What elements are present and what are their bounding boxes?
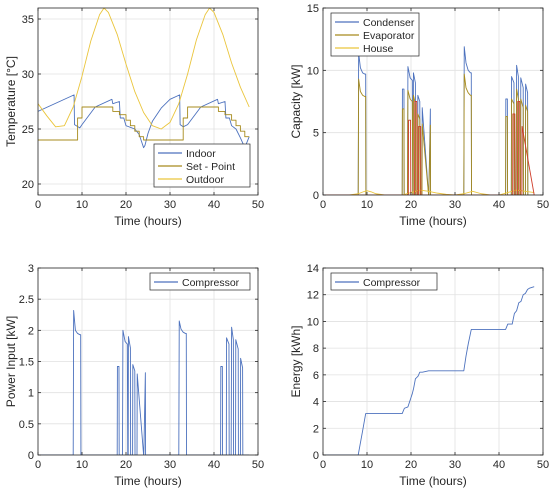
chart-panel-4: 0 10 20 30 40 50 0 2 4 6 8 10 12 14 Time (hours) Energy… bbox=[289, 263, 549, 488]
y-tick-label: 4 bbox=[313, 397, 319, 409]
x-tick-label: 30 bbox=[164, 459, 176, 471]
series-outdoor-line bbox=[38, 8, 250, 130]
y-tick-label: 0 bbox=[28, 450, 34, 462]
legend-label: Evaporator bbox=[363, 30, 415, 42]
x-tick-label: 0 bbox=[320, 199, 326, 211]
x-tick-label: 50 bbox=[252, 459, 264, 471]
y-tick-label: 2 bbox=[313, 423, 319, 435]
legend-label: Compressor bbox=[182, 277, 240, 289]
y-tick-label: 5 bbox=[313, 128, 319, 140]
y-tick-label: 30 bbox=[22, 69, 34, 81]
x-tick-label: 0 bbox=[35, 199, 41, 211]
legend-label: Compressor bbox=[363, 277, 421, 289]
x-tick-label: 50 bbox=[252, 199, 264, 211]
series-indoor-line bbox=[38, 94, 250, 149]
y-axis-label: Energy [kWh] bbox=[289, 325, 303, 397]
x-tick-label: 20 bbox=[405, 459, 417, 471]
legend-label: House bbox=[363, 43, 394, 55]
y-tick-label: 14 bbox=[307, 263, 319, 275]
y-tick-label: 2.5 bbox=[19, 294, 34, 306]
y-tick-label: 0 bbox=[313, 190, 319, 202]
legend-box bbox=[330, 272, 438, 291]
y-tick-label: 6 bbox=[313, 370, 319, 382]
y-tick-label: 1 bbox=[28, 388, 34, 400]
series-compressor-line bbox=[38, 309, 250, 455]
y-tick-label: 8 bbox=[313, 343, 319, 355]
axes-box bbox=[322, 7, 544, 196]
y-tick-label: 0.5 bbox=[19, 419, 34, 431]
legend: Compressor bbox=[330, 272, 438, 291]
legend: Compressor bbox=[149, 272, 251, 291]
y-tick-label: 20 bbox=[22, 179, 34, 191]
x-axis-label: Time (hours) bbox=[114, 214, 182, 228]
x-tick-label: 0 bbox=[320, 459, 326, 471]
y-axis-label: Capacity [kW] bbox=[289, 64, 303, 138]
axes-box bbox=[322, 267, 544, 456]
chart-panel-3: 0 10 20 30 40 50 0 0.5 1 1.5 2 2.5 3 Time (hours) Powe… bbox=[4, 263, 264, 488]
legend-label: Outdoor bbox=[186, 174, 224, 186]
x-axis-label: Time (hours) bbox=[399, 214, 467, 228]
y-tick-label: 10 bbox=[307, 316, 319, 328]
axes-box bbox=[37, 7, 259, 196]
legend-label: Condenser bbox=[363, 17, 415, 29]
x-tick-label: 10 bbox=[76, 199, 88, 211]
x-tick-label: 50 bbox=[537, 199, 549, 211]
y-axis-label: Temperature [°C] bbox=[4, 56, 18, 147]
y-tick-label: 10 bbox=[307, 65, 319, 77]
y-tick-label: 2 bbox=[28, 325, 34, 337]
legend-box bbox=[149, 272, 251, 291]
x-tick-label: 20 bbox=[120, 199, 132, 211]
x-axis-label: Time (hours) bbox=[114, 474, 182, 488]
plot-area bbox=[323, 268, 543, 455]
x-tick-label: 20 bbox=[405, 199, 417, 211]
y-tick-label: 35 bbox=[22, 14, 34, 26]
x-tick-label: 30 bbox=[449, 459, 461, 471]
x-tick-label: 30 bbox=[164, 199, 176, 211]
legend-label: Set - Point bbox=[186, 161, 235, 173]
series-house-line bbox=[323, 189, 535, 195]
series-4-line bbox=[323, 101, 535, 195]
x-tick-label: 40 bbox=[493, 199, 505, 211]
chart-panel-2: 0 10 20 30 40 50 0 5 10 15 Time (hours) Capacity [k… bbox=[289, 3, 549, 228]
x-tick-label: 10 bbox=[361, 199, 373, 211]
x-tick-label: 40 bbox=[208, 459, 220, 471]
data-layer bbox=[323, 286, 535, 455]
x-tick-label: 40 bbox=[208, 199, 220, 211]
series-evaporator-line bbox=[323, 73, 535, 195]
x-tick-label: 50 bbox=[537, 459, 549, 471]
x-tick-label: 40 bbox=[493, 459, 505, 471]
y-tick-label: 15 bbox=[307, 3, 319, 15]
x-tick-label: 0 bbox=[35, 459, 41, 471]
chart-panel-1: 0 10 20 30 40 50 20 25 30 35 Time (hours) Temperatu… bbox=[4, 7, 264, 228]
y-tick-label: 1.5 bbox=[19, 357, 34, 369]
y-axis-label: Power Input [kW] bbox=[4, 316, 18, 407]
y-tick-label: 3 bbox=[28, 263, 34, 275]
x-tick-label: 10 bbox=[361, 459, 373, 471]
x-tick-label: 20 bbox=[120, 459, 132, 471]
x-tick-label: 10 bbox=[76, 459, 88, 471]
y-tick-label: 25 bbox=[22, 124, 34, 136]
data-layer bbox=[38, 309, 250, 455]
x-axis-label: Time (hours) bbox=[399, 474, 467, 488]
y-tick-label: 0 bbox=[313, 450, 319, 462]
series-set-point-line bbox=[38, 106, 250, 141]
series-compressor-line bbox=[323, 286, 535, 455]
data-layer bbox=[323, 46, 535, 195]
y-tick-label: 12 bbox=[307, 290, 319, 302]
x-tick-label: 30 bbox=[449, 199, 461, 211]
data-layer bbox=[38, 8, 250, 149]
legend-label: Indoor bbox=[186, 148, 216, 160]
